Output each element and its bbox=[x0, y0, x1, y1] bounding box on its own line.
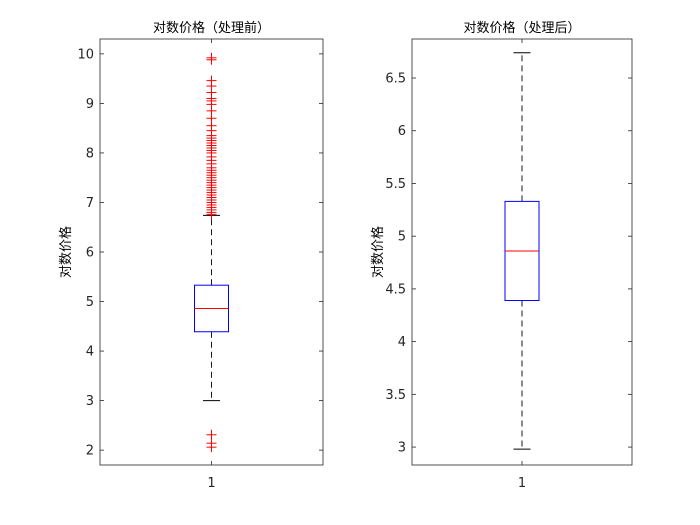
ytick-label: 4.5 bbox=[385, 282, 406, 297]
outlier-marker bbox=[206, 52, 217, 63]
ytick-label: 8 bbox=[86, 146, 94, 161]
ytick-label: 6.5 bbox=[385, 72, 406, 87]
ytick-label: 3 bbox=[398, 441, 406, 456]
outlier-marker bbox=[206, 429, 217, 440]
outlier-marker bbox=[206, 75, 217, 86]
ytick-label: 5 bbox=[86, 295, 94, 310]
subplot-title: 对数价格（处理前） bbox=[153, 20, 270, 36]
ytick-label: 4 bbox=[398, 335, 406, 350]
ytick-label: 6 bbox=[86, 246, 94, 261]
ylabel: 对数价格 bbox=[58, 226, 74, 278]
subplot-title: 对数价格（处理后） bbox=[463, 20, 580, 36]
ytick-label: 3 bbox=[86, 394, 94, 409]
outlier-marker bbox=[206, 438, 217, 449]
ytick-label: 2 bbox=[86, 444, 94, 459]
ytick-label: 5.5 bbox=[385, 177, 406, 192]
ytick-label: 5 bbox=[398, 230, 406, 245]
xtick-label: 1 bbox=[518, 476, 526, 491]
subplot-2: 3 3.5 4 4.5 5 5.5 6 6.5 1 对数价格（处理后） 对数价格 bbox=[370, 20, 633, 491]
ytick-label: 3.5 bbox=[385, 388, 406, 403]
ytick-label: 10 bbox=[77, 47, 94, 62]
xtick-label: 1 bbox=[207, 476, 215, 491]
ytick-label: 7 bbox=[86, 196, 94, 211]
ytick-label: 4 bbox=[86, 345, 94, 360]
ytick-label: 6 bbox=[398, 124, 406, 139]
ylabel: 对数价格 bbox=[370, 226, 386, 278]
subplot-1: 2 3 4 5 6 7 8 9 10 1 对数价格（处理前） 对数价格 bbox=[58, 20, 324, 491]
ytick-label: 9 bbox=[86, 97, 94, 112]
